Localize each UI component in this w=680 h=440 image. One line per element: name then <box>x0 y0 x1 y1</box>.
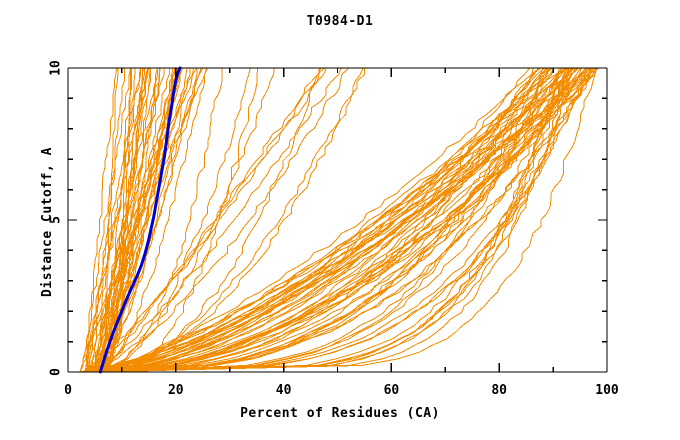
model-curve <box>99 67 572 373</box>
model-curve <box>84 67 591 373</box>
model-curve <box>94 67 544 373</box>
model-curve <box>89 68 320 373</box>
model-curve <box>87 67 548 373</box>
model-curve <box>85 67 141 372</box>
model-curve <box>103 67 152 373</box>
model-curve <box>96 68 568 373</box>
x-tick-label: 100 <box>595 383 619 398</box>
x-tick-label: 80 <box>491 383 507 398</box>
model-curve <box>97 67 549 373</box>
y-tick-label: 5 <box>49 216 64 224</box>
x-axis-label: Percent of Residues (CA) <box>240 406 440 421</box>
model-curve <box>102 67 176 373</box>
x-tick-label: 40 <box>276 383 292 398</box>
model-curve <box>107 68 136 373</box>
x-tick-label: 60 <box>384 383 400 398</box>
y-tick-label: 0 <box>49 368 64 376</box>
model-curve <box>102 68 119 373</box>
model-curve <box>99 67 596 373</box>
model-curve <box>104 67 572 373</box>
model-curve <box>90 67 567 373</box>
reference-curve-layer <box>98 66 182 374</box>
model-curve <box>94 68 165 372</box>
model-curve <box>85 67 150 373</box>
model-curve <box>104 67 178 372</box>
model-curve <box>104 67 541 373</box>
model-curve <box>85 67 574 373</box>
model-curve <box>87 67 198 373</box>
model-curve <box>85 67 581 373</box>
model-curve <box>98 67 548 373</box>
x-tick-label: 20 <box>168 383 184 398</box>
model-curve <box>93 67 566 373</box>
model-curve <box>96 67 364 373</box>
model-curve <box>86 67 540 373</box>
model-curve <box>79 67 208 373</box>
model-curve <box>99 67 560 373</box>
model-curve <box>90 67 531 373</box>
model-curve <box>96 67 223 373</box>
model-curve <box>91 67 564 373</box>
model-curve <box>100 67 322 373</box>
model-curve <box>91 67 325 373</box>
model-curve <box>88 67 578 373</box>
x-tick-label: 0 <box>64 383 72 398</box>
page-title: T0984-D1 <box>306 14 374 29</box>
model-curve <box>96 67 593 373</box>
model-curve <box>92 67 579 373</box>
model-curve <box>87 67 595 373</box>
model-curve <box>90 67 547 373</box>
model-curve <box>79 67 131 373</box>
model-curve <box>83 67 350 373</box>
model-curve <box>92 67 587 373</box>
model-curve <box>107 67 259 373</box>
model-curve <box>101 67 571 373</box>
model-curve <box>92 67 570 373</box>
reference-curve <box>98 66 182 374</box>
model-curve <box>102 67 207 373</box>
model-curve <box>100 67 179 373</box>
model-curves-layer <box>78 67 600 373</box>
model-curve <box>89 67 551 373</box>
y-tick-label: 10 <box>49 60 64 76</box>
model-curve <box>94 67 251 373</box>
model-curve <box>94 67 569 373</box>
model-curve <box>88 67 366 373</box>
axes-layer <box>67 67 608 373</box>
tick-labels-layer: 0 20 40 60 80 100 0 5 10 <box>49 60 619 398</box>
model-curve <box>85 67 118 373</box>
model-curve <box>91 67 152 373</box>
model-curve <box>94 68 596 373</box>
model-curve <box>91 67 342 373</box>
model-curve <box>96 67 191 373</box>
model-curve <box>97 67 554 373</box>
model-curve <box>102 67 161 372</box>
model-curve <box>94 67 159 373</box>
model-curve <box>85 67 591 373</box>
